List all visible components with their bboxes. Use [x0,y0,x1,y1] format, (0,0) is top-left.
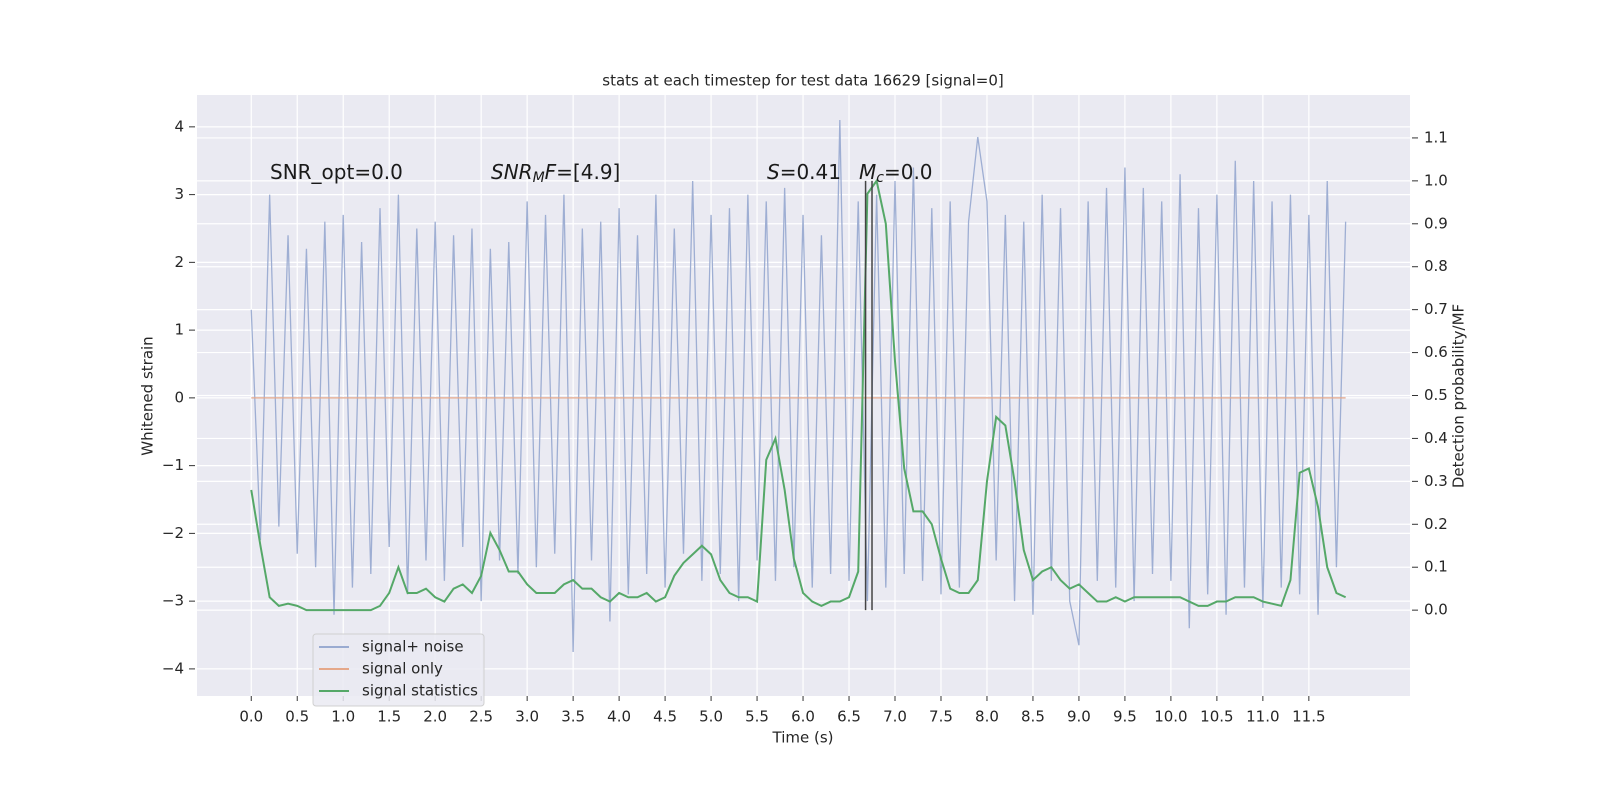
x-tick-label: 9.5 [1113,708,1137,726]
series-line [250,120,1347,652]
y-tick-label: 3 [174,185,184,203]
y2-tick-label: 0.7 [1424,300,1448,318]
x-tick-label: 11.0 [1246,708,1279,726]
x-tick-label: 6.0 [791,708,815,726]
x-axis-label: Time (s) [772,729,834,747]
x-tick-label: 0.5 [285,708,309,726]
legend-label: signal+ noise [362,638,464,656]
x-tick-label: 7.0 [883,708,907,726]
y2-tick-label: 0.2 [1424,515,1448,533]
y2-tick-label: 1.1 [1424,128,1448,146]
y2-tick-label: 0.5 [1424,386,1448,404]
annotation: Mc=0.0 [859,160,933,187]
x-tick-label: 3.5 [561,708,585,726]
x-tick-label: 3.0 [515,708,539,726]
x-tick-label: 11.5 [1292,708,1325,726]
annotation-part: SNR [491,160,533,184]
x-tick-label: 6.5 [837,708,861,726]
x-tick-label: 9.0 [1067,708,1091,726]
y-tick-label: 1 [174,321,184,339]
legend-box [312,633,485,707]
y-tick-label: −2 [162,524,184,542]
series-line [250,178,1347,612]
x-tick-label: 7.5 [929,708,953,726]
annotation-part: =0.0 [884,160,933,184]
x-tick-label: 8.5 [1021,708,1045,726]
x-tick-label: 1.0 [331,708,355,726]
y-tick-label: 2 [174,253,184,271]
x-tick-label: 8.0 [975,708,999,726]
x-tick-label: 5.5 [745,708,769,726]
x-tick-label: 2.5 [469,708,493,726]
legend-label: signal only [362,660,443,678]
y2-tick-label: 0.4 [1424,429,1448,447]
y2-tick-label: 0.6 [1424,343,1448,361]
annotation: S=0.41 [767,160,841,184]
y2-tick-label: 0.8 [1424,257,1448,275]
y2-tick-label: 1.0 [1424,171,1448,189]
chart-title: stats at each timestep for test data 166… [602,72,1003,90]
y2-tick-label: 0.3 [1424,472,1448,490]
x-tick-label: 1.5 [377,708,401,726]
annotation-part: S [767,160,780,184]
y-tick-label: 4 [174,117,184,135]
x-tick-label: 10.5 [1200,708,1233,726]
annotation-part: c [876,170,884,186]
annotation: SNR_opt=0.0 [270,160,403,184]
y-axis-label: Whitened strain [139,336,157,455]
annotation-part: F [545,160,557,184]
y2-tick-label: 0.0 [1424,601,1448,619]
y2-tick-label: 0.1 [1424,558,1448,576]
annotation-part: SNR_opt=0.0 [270,160,403,184]
annotation: SNRMF=[4.9] [491,160,620,187]
x-tick-label: 2.0 [423,708,447,726]
x-tick-label: 0.0 [239,708,263,726]
x-tick-label: 5.0 [699,708,723,726]
annotation-part: M [533,170,545,186]
y2-tick-label: 0.9 [1424,214,1448,232]
y-tick-label: 0 [174,388,184,406]
x-tick-label: 10.0 [1154,708,1187,726]
y-tick-label: −3 [162,592,184,610]
annotation-part: =0.41 [780,160,841,184]
annotation-part: =[4.9] [556,160,620,184]
legend-label: signal statistics [362,682,478,700]
y-tick-label: −4 [162,659,184,677]
y2-axis-label: Detection probability/MF [1450,304,1468,488]
y-tick-label: −1 [162,456,184,474]
x-tick-label: 4.5 [653,708,677,726]
x-tick-label: 4.0 [607,708,631,726]
annotation-part: M [859,160,876,184]
